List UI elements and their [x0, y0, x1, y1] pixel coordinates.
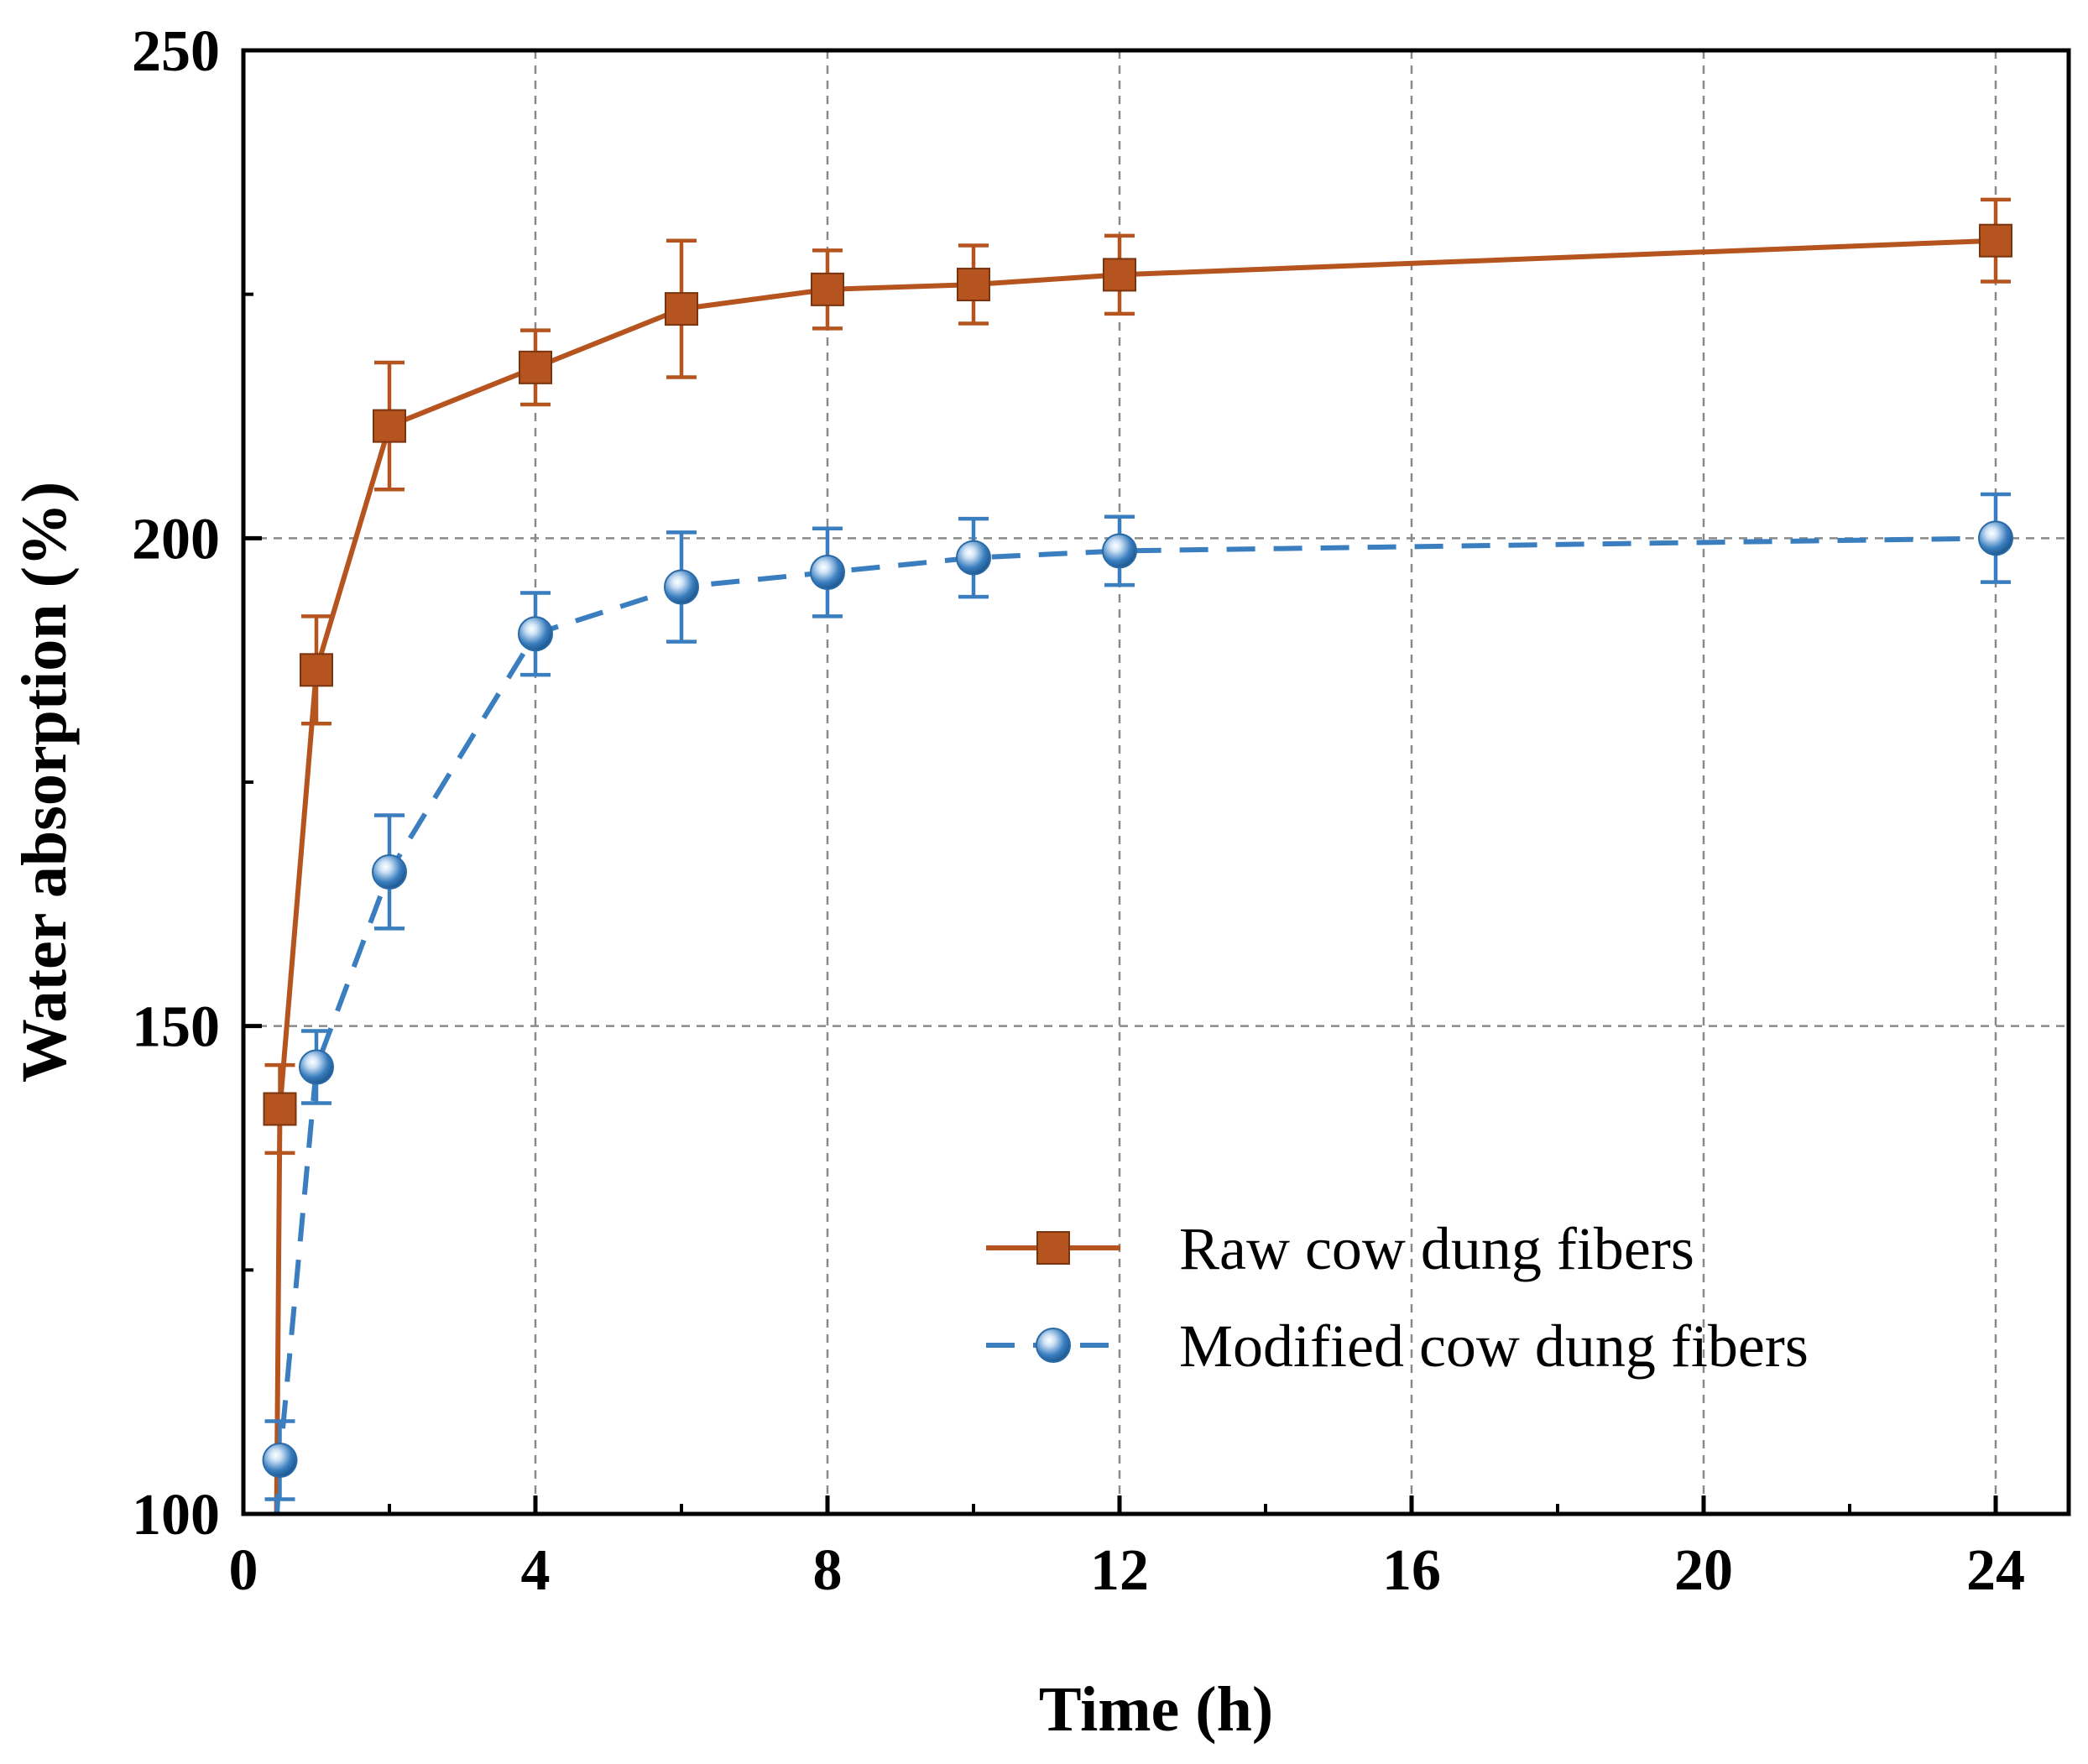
series-0 [263, 197, 2012, 1514]
axis-ticks [241, 48, 1998, 1516]
series-1 [262, 492, 2013, 1514]
legend: Raw cow dung fibers Modified cow dung fi… [986, 1215, 1809, 1380]
data-point-0-3 [519, 350, 552, 384]
x-axis-title: Time (h) [1039, 1674, 1273, 1745]
legend-label-raw: Raw cow dung fibers [1179, 1215, 1694, 1282]
data-point-1-2 [372, 853, 407, 890]
x-tick-label-0: 0 [229, 1538, 258, 1603]
y-axis-title: Water absorption (%) [9, 482, 80, 1083]
x-tick-label-4: 4 [521, 1538, 551, 1603]
data-point-1-4 [664, 569, 699, 605]
plot-frame [241, 48, 2071, 1516]
data-point-1-3 [518, 616, 553, 652]
data-point-0-2 [373, 409, 406, 443]
data-point-0-1 [300, 653, 333, 687]
data-point-1-6 [956, 540, 991, 576]
data-point-0-8 [1979, 223, 2012, 258]
data-point-0-4 [665, 292, 698, 326]
legend-marker-1 [1036, 1328, 1071, 1363]
y-tick-label-250: 250 [132, 19, 220, 84]
x-tick-label-12: 12 [1090, 1538, 1149, 1603]
data-point-0-5 [811, 272, 844, 306]
data-point-0-7 [1103, 258, 1136, 292]
series-line-0 [274, 237, 1997, 1514]
data-point-0-6 [957, 268, 990, 302]
series-line-1 [274, 535, 1997, 1514]
legend-item-modified [986, 1328, 1120, 1363]
data-point-1-7 [1102, 533, 1137, 569]
data-layer [262, 197, 2013, 1514]
legend-marker-0 [1036, 1231, 1070, 1265]
grid-lines [243, 50, 2069, 1514]
x-tick-label-24: 24 [1966, 1538, 2025, 1603]
data-point-0-0 [263, 1092, 297, 1126]
y-tick-label-150: 150 [132, 995, 220, 1060]
y-tick-label-200: 200 [132, 507, 220, 571]
legend-label-modified: Modified cow dung fibers [1179, 1313, 1809, 1380]
data-point-1-5 [810, 555, 845, 591]
y-tick-label-100: 100 [132, 1483, 220, 1547]
x-tick-label-16: 16 [1382, 1538, 1441, 1603]
x-tick-label-8: 8 [813, 1538, 843, 1603]
tick-labels: 0 4 8 12 16 20 24 100 150 200 250 [132, 19, 2025, 1603]
data-point-1-0 [262, 1443, 298, 1479]
data-point-1-8 [1978, 520, 2013, 556]
legend-item-raw [986, 1231, 1120, 1265]
x-tick-label-20: 20 [1674, 1538, 1733, 1603]
data-point-1-1 [299, 1049, 334, 1085]
